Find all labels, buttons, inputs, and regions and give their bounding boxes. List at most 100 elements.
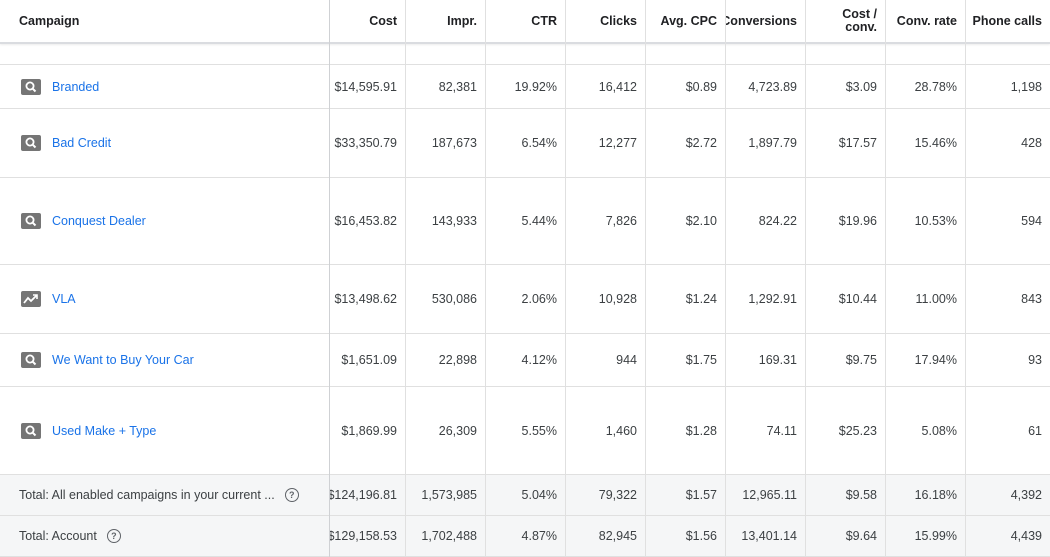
cell-conversions: 1,897.79 <box>748 136 797 150</box>
cell-conversions: 824.22 <box>758 214 797 228</box>
cell-cost: $1,869.99 <box>341 423 397 438</box>
total-cost-per-conv: $9.58 <box>845 488 877 502</box>
campaign-link[interactable]: VLA <box>52 292 76 306</box>
total-phone-calls: 4,439 <box>1010 529 1042 543</box>
cell-cost: $16,453.82 <box>334 214 397 228</box>
cell-ctr: 19.92% <box>514 79 557 94</box>
cell-clicks: 16,412 <box>598 79 637 94</box>
header-spacer <box>0 44 1050 65</box>
cell-avg-cpc: $2.10 <box>685 214 717 228</box>
col-header-conversions[interactable]: Conversions <box>725 14 797 28</box>
campaign-cell: We Want to Buy Your Car <box>0 334 329 386</box>
trend-icon <box>21 291 41 307</box>
cell-impressions: 143,933 <box>431 214 477 228</box>
cell-cost-per-conv: $25.23 <box>838 423 877 438</box>
campaign-cell: Used Make + Type <box>0 387 329 474</box>
col-header-cost[interactable]: Cost <box>369 14 397 28</box>
cell-clicks: 12,277 <box>598 136 637 150</box>
table-row: VLA $13,498.62 530,086 2.06% 10,928 $1.24 1,29… <box>0 265 1050 334</box>
total-avg-cpc: $1.57 <box>685 488 717 502</box>
cell-cost: $14,595.91 <box>334 79 397 94</box>
cell-cost-per-conv: $19.96 <box>838 214 877 228</box>
cell-avg-cpc: $1.24 <box>685 292 717 306</box>
cell-ctr: 5.55% <box>521 423 557 438</box>
cell-clicks: 7,826 <box>605 214 637 228</box>
search-icon <box>21 213 41 229</box>
cell-conv-rate: 17.94% <box>914 353 957 367</box>
cell-impressions: 82,381 <box>438 79 477 94</box>
total-impressions: 1,573,985 <box>421 488 477 502</box>
cell-clicks: 10,928 <box>598 292 637 306</box>
campaign-link[interactable]: Conquest Dealer <box>52 214 146 228</box>
total-conversions: 13,401.14 <box>741 529 797 543</box>
campaign-link[interactable]: Branded <box>52 79 100 94</box>
col-header-clicks[interactable]: Clicks <box>600 14 637 28</box>
cell-cost-per-conv: $17.57 <box>838 136 877 150</box>
campaign-cell: VLA <box>0 265 329 333</box>
cell-cost-per-conv: $10.44 <box>838 292 877 306</box>
cell-cost-per-conv: $3.09 <box>845 79 877 94</box>
cell-phone-calls: 1,198 <box>1010 79 1042 94</box>
col-header-campaign[interactable]: Campaign <box>19 14 80 28</box>
campaign-cell: Bad Credit <box>0 109 329 177</box>
campaign-cell: Conquest Dealer <box>0 178 329 264</box>
total-conv-rate: 16.18% <box>914 488 957 502</box>
col-header-ctr[interactable]: CTR <box>531 14 557 28</box>
cell-ctr: 6.54% <box>521 136 557 150</box>
cell-avg-cpc: $1.28 <box>685 423 717 438</box>
cell-phone-calls: 843 <box>1021 292 1042 306</box>
col-header-cost-per-conv[interactable]: Cost / conv. <box>842 7 877 34</box>
cell-cost: $13,498.62 <box>334 292 397 306</box>
col-header-conv-rate[interactable]: Conv. rate <box>896 14 957 28</box>
campaign-link[interactable]: Bad Credit <box>52 136 112 150</box>
help-icon[interactable]: ? <box>106 529 121 543</box>
campaign-cell: Branded <box>0 65 329 108</box>
total-impressions: 1,702,488 <box>421 529 477 543</box>
cell-conv-rate: 5.08% <box>921 423 957 438</box>
cell-avg-cpc: $2.72 <box>685 136 717 150</box>
cell-impressions: 187,673 <box>431 136 477 150</box>
cell-phone-calls: 428 <box>1021 136 1042 150</box>
cell-cost: $1,651.09 <box>341 353 397 367</box>
cell-conv-rate: 28.78% <box>914 79 957 94</box>
total-row: Total: Account? $129,158.53 1,702,488 4.87%… <box>0 516 1050 557</box>
cell-conv-rate: 11.00% <box>915 292 957 306</box>
search-icon <box>21 352 41 368</box>
campaign-link[interactable]: Used Make + Type <box>52 423 157 438</box>
col-header-phone-calls[interactable]: Phone calls <box>972 14 1042 28</box>
total-cost: $124,196.81 <box>329 488 397 502</box>
cell-conversions: 169.31 <box>758 353 797 367</box>
total-clicks: 79,322 <box>598 488 637 502</box>
cell-conv-rate: 10.53% <box>914 214 957 228</box>
total-ctr: 4.87% <box>521 529 557 543</box>
table-row: Used Make + Type $1,869.99 26,309 5.55% 1,46… <box>0 387 1050 475</box>
search-icon <box>21 135 41 151</box>
cell-clicks: 1,460 <box>605 423 637 438</box>
cell-clicks: 944 <box>616 353 637 367</box>
cell-phone-calls: 61 <box>1028 423 1042 438</box>
cell-cost-per-conv: $9.75 <box>845 353 877 367</box>
table-row: We Want to Buy Your Car $1,651.09 22,898 4.… <box>0 334 1050 387</box>
search-icon <box>21 422 41 439</box>
campaign-link[interactable]: We Want to Buy Your Car <box>52 353 194 367</box>
cell-ctr: 2.06% <box>521 292 557 306</box>
cell-conv-rate: 15.46% <box>914 136 957 150</box>
cell-conversions: 74.11 <box>766 423 797 438</box>
total-conversions: 12,965.11 <box>742 488 797 502</box>
cell-conversions: 1,292.91 <box>748 292 797 306</box>
total-conv-rate: 15.99% <box>914 529 957 543</box>
help-icon[interactable]: ? <box>284 488 299 502</box>
cell-conversions: 4,723.89 <box>748 79 797 94</box>
col-header-avg-cpc[interactable]: Avg. CPC <box>660 14 718 28</box>
cell-avg-cpc: $0.89 <box>685 79 717 94</box>
col-header-impr[interactable]: Impr. <box>447 14 477 28</box>
cell-ctr: 5.44% <box>521 214 557 228</box>
total-cost: $129,158.53 <box>329 529 397 543</box>
cell-impressions: 26,309 <box>438 423 477 438</box>
table-row: Branded $14,595.91 82,381 19.92% 16,412 $0.89… <box>0 65 1050 109</box>
total-avg-cpc: $1.56 <box>685 529 717 543</box>
cell-cost: $33,350.79 <box>334 136 397 150</box>
cell-impressions: 22,898 <box>438 353 477 367</box>
total-row: Total: All enabled campaigns in your cur… <box>0 475 1050 516</box>
